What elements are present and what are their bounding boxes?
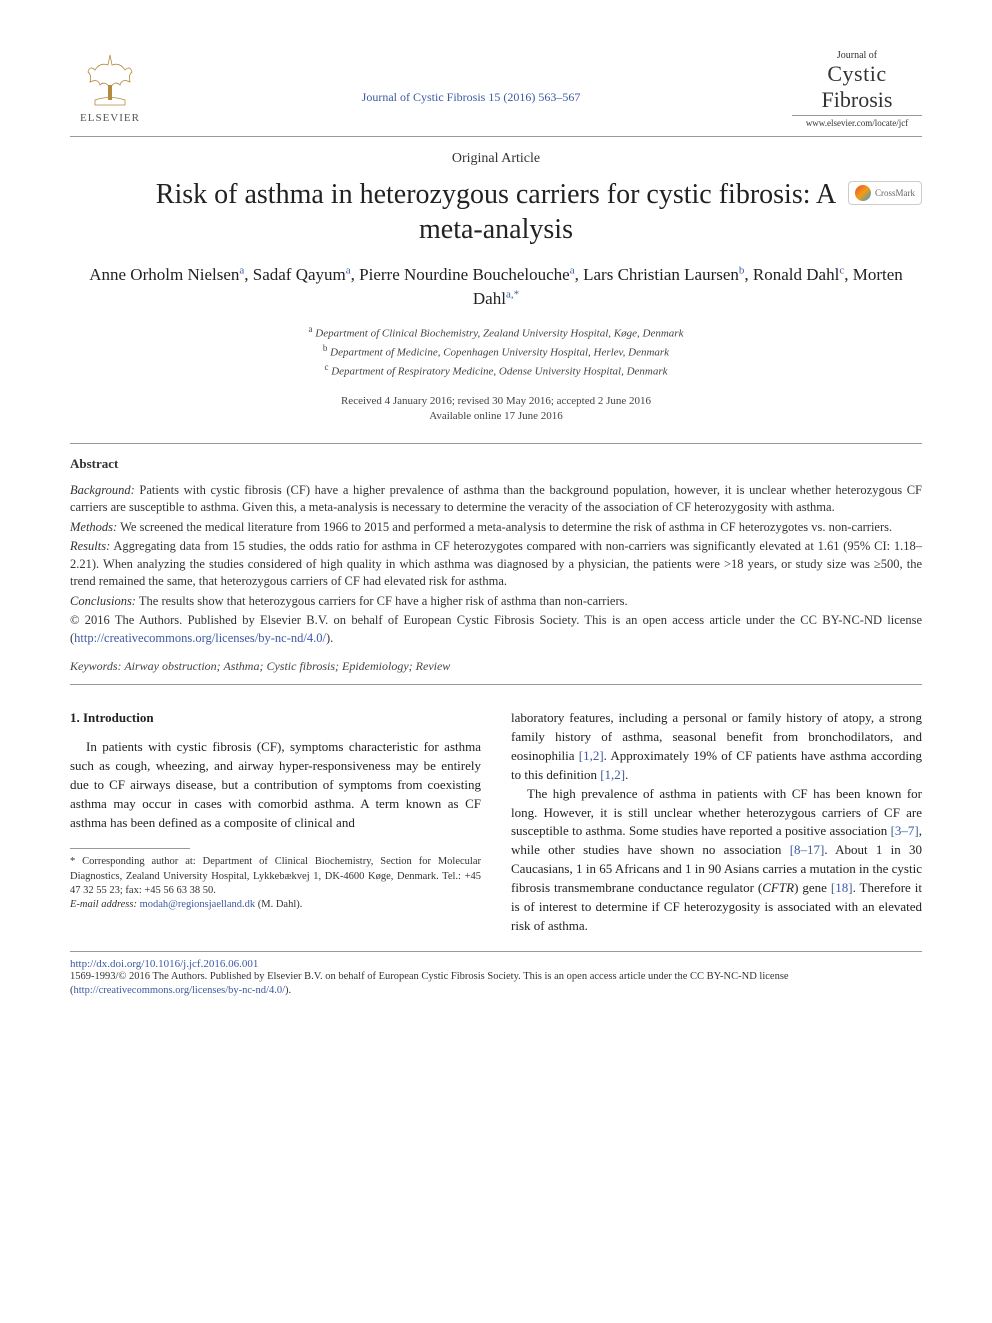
abstract-license: © 2016 The Authors. Published by Elsevie… [70,612,922,647]
footnote-separator [70,848,190,849]
journal-logo-line1: Cystic [792,61,922,87]
abstract-conclusions-text: The results show that heterozygous carri… [136,594,628,608]
abstract-methods: Methods: We screened the medical literat… [70,519,922,537]
article-dates: Received 4 January 2016; revised 30 May … [70,394,922,425]
abstract-results: Results: Aggregating data from 15 studie… [70,538,922,591]
email-label: E-mail address: [70,899,137,910]
ref-3-7[interactable]: [3–7] [891,823,919,838]
keywords-text: Airway obstruction; Asthma; Cystic fibro… [122,659,451,673]
affiliation: b Department of Medicine, Copenhagen Uni… [70,342,922,361]
ref-1-2b[interactable]: [1,2] [600,767,625,782]
header-row: ELSEVIER Journal of Cystic Fibrosis 15 (… [70,50,922,128]
column-right: laboratory features, including a persona… [511,709,922,935]
email-address[interactable]: modah@regionsjaelland.dk [140,899,256,910]
journal-reference: Journal of Cystic Fibrosis 15 (2016) 563… [150,50,792,105]
intro-paragraph-2: The high prevalence of asthma in patient… [511,785,922,936]
email-line: E-mail address: modah@regionsjaelland.dk… [70,898,481,912]
abstract-conclusions: Conclusions: The results show that heter… [70,593,922,611]
body-columns: 1. Introduction In patients with cystic … [70,709,922,935]
ref-1-2a[interactable]: [1,2] [579,748,604,763]
rule-bottom [70,951,922,952]
abstract-background-text: Patients with cystic fibrosis (CF) have … [70,483,922,515]
journal-url: www.elsevier.com/locate/jcf [792,115,922,128]
keywords-label: Keywords: [70,659,122,673]
intro-paragraph-1-cont: laboratory features, including a persona… [511,709,922,784]
journal-logo-line2: Fibrosis [792,87,922,113]
ref-8-17[interactable]: [8–17] [790,842,825,857]
abstract-background-label: Background: [70,483,135,497]
crossmark-label: CrossMark [875,188,915,198]
article-title: Risk of asthma in heterozygous carriers … [146,177,846,247]
authors: Anne Orholm Nielsena, Sadaf Qayuma, Pier… [70,263,922,311]
email-author: (M. Dahl). [255,899,302,910]
keywords: Keywords: Airway obstruction; Asthma; Cy… [70,659,922,674]
ref-18[interactable]: [18] [831,880,853,895]
intro-paragraph-1: In patients with cystic fibrosis (CF), s… [70,738,481,832]
bottom-license: 1569-1993/© 2016 The Authors. Published … [70,970,922,997]
rule-top [70,136,922,137]
affiliations: a Department of Clinical Biochemistry, Z… [70,323,922,380]
abstract-body: Background: Patients with cystic fibrosi… [70,482,922,648]
abstract-results-text: Aggregating data from 15 studies, the od… [70,539,922,588]
publisher-logo: ELSEVIER [70,50,150,124]
gene-cftr: CFTR [762,880,794,895]
rule-abstract-bottom [70,684,922,685]
affiliation: c Department of Respiratory Medicine, Od… [70,361,922,380]
article-type: Original Article [70,151,922,167]
crossmark-badge[interactable]: CrossMark [848,181,922,205]
dates-line1: Received 4 January 2016; revised 30 May … [70,394,922,409]
abstract-conclusions-label: Conclusions: [70,594,136,608]
bottom-license-link[interactable]: http://creativecommons.org/licenses/by-n… [74,985,286,996]
abstract-methods-label: Methods: [70,520,117,534]
section-1-heading: 1. Introduction [70,709,481,728]
elsevier-tree-icon [80,50,140,110]
abstract-results-label: Results: [70,539,110,553]
title-row: Risk of asthma in heterozygous carriers … [70,177,922,263]
journal-logo-top: Journal of [792,50,922,61]
publisher-name: ELSEVIER [80,112,140,124]
rule-abstract-top [70,443,922,444]
abstract-background: Background: Patients with cystic fibrosi… [70,482,922,517]
column-left: 1. Introduction In patients with cystic … [70,709,481,935]
corresponding-author: * Corresponding author at: Department of… [70,855,481,898]
doi-link[interactable]: http://dx.doi.org/10.1016/j.jcf.2016.06.… [70,958,922,970]
corr-label: * Corresponding author at: [70,856,203,867]
journal-logo: Journal of Cystic Fibrosis www.elsevier.… [792,50,922,128]
crossmark-icon [855,185,871,201]
abstract-heading: Abstract [70,456,922,472]
footnotes: * Corresponding author at: Department of… [70,855,481,912]
abstract-methods-text: We screened the medical literature from … [117,520,892,534]
license-close: ). [326,631,333,645]
affiliation: a Department of Clinical Biochemistry, Z… [70,323,922,342]
license-link[interactable]: http://creativecommons.org/licenses/by-n… [74,631,326,645]
dates-line2: Available online 17 June 2016 [70,409,922,424]
